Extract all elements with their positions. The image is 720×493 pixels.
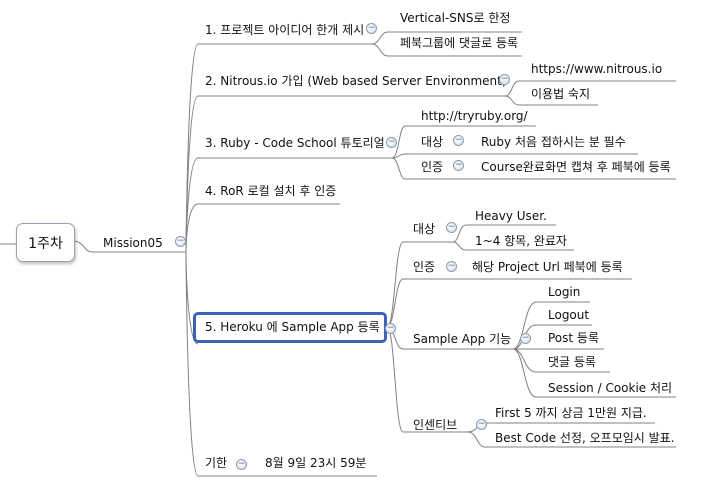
feature-logout[interactable]: Logout [548,308,590,322]
topic-3-target-item[interactable]: Ruby 처음 접하시는 분 필수 [481,135,626,149]
root-node-label: 1주차 [28,236,63,252]
feature-login[interactable]: Login [548,285,581,299]
deadline-node[interactable]: 기한 [205,456,228,470]
incentive-item-2[interactable]: Best Code 선정, 오프모임시 발표. [495,431,675,445]
topic-2-fold-toggle-icon[interactable]: − [499,74,510,85]
topic-3-target-fold-toggle-icon[interactable]: − [453,135,464,146]
topic-3-cert-fold-toggle-icon[interactable]: − [453,160,464,171]
mission-fold-toggle-icon[interactable]: − [175,236,186,247]
topic-5-target-item-2[interactable]: 1~4 항목, 완료자 [475,234,567,248]
mission-node[interactable]: Mission05 [103,236,163,250]
topic-1-fold-toggle-icon[interactable]: − [366,23,377,34]
topic-3-group-target[interactable]: 대상 [421,135,444,149]
deadline-fold-toggle-icon[interactable]: − [236,459,247,470]
deadline-value[interactable]: 8월 9일 23시 59분 [265,456,367,470]
topic-5-node[interactable]: 5. Heroku 에 Sample App 등록 [205,320,380,334]
topic-3-fold-toggle-icon[interactable]: − [386,137,397,148]
feature-session-cookie[interactable]: Session / Cookie 처리 [548,381,673,395]
topic-5-group-features[interactable]: Sample App 기능 [413,332,512,346]
topic-5-cert-fold-toggle-icon[interactable]: − [446,261,457,272]
topic-5-target-item-1[interactable]: Heavy User. [475,209,547,223]
topic-5-group-incentive[interactable]: 인센티브 [413,418,458,432]
topic-1-node[interactable]: 1. 프로젝트 아이디어 한개 제시 [205,23,365,37]
topic-5-group-cert[interactable]: 인증 [413,260,436,274]
topic-5-fold-toggle-icon[interactable]: − [385,323,396,334]
topic-3-url[interactable]: http://tryruby.org/ [421,109,528,123]
topic-1-child-2[interactable]: 페북그룹에 댓글로 등록 [400,36,519,50]
root-node[interactable]: 1주차 [16,223,75,262]
feature-post[interactable]: Post 등록 [548,331,600,345]
topic-5-group-target[interactable]: 대상 [413,222,436,236]
topic-2-node[interactable]: 2. Nitrous.io 가입 (Web based Server Envir… [205,74,507,88]
topic-3-node[interactable]: 3. Ruby - Code School 튜토리얼 [205,136,385,150]
topic-5-target-fold-toggle-icon[interactable]: − [446,222,457,233]
topic-5-cert-item[interactable]: 해당 Project Url 페북에 등록 [472,260,623,274]
topic-2-child-2[interactable]: 이용법 숙지 [531,87,591,101]
topic-2-child-url[interactable]: https://www.nitrous.io [531,62,663,76]
topic-3-cert-item[interactable]: Course완료화면 캡쳐 후 페북에 등록 [481,160,671,174]
incentive-item-1[interactable]: First 5 까지 상금 1만원 지급. [495,406,647,420]
topic-5-features-fold-toggle-icon[interactable]: − [520,333,531,344]
topic-5-incentive-fold-toggle-icon[interactable]: − [476,419,487,430]
topic-4-node[interactable]: 4. RoR 로컬 설치 후 인증 [205,184,337,198]
topic-3-group-cert[interactable]: 인증 [421,160,444,174]
topic-1-child-1[interactable]: Vertical-SNS로 한정 [400,11,511,25]
feature-comment[interactable]: 댓글 등록 [548,355,596,369]
